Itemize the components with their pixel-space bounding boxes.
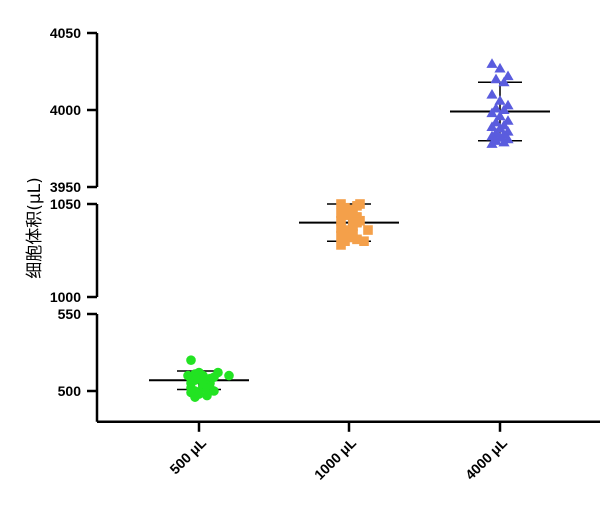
data-point [486, 107, 498, 118]
data-point [502, 70, 514, 81]
data-point [486, 89, 498, 99]
data-point [336, 240, 346, 250]
x-tick-label: 500 μL [166, 434, 209, 477]
data-point [186, 355, 196, 366]
y-tick-label: 500 [58, 383, 82, 399]
y-tick-label: 4050 [50, 25, 81, 41]
data-point [494, 110, 506, 121]
data-point [190, 392, 200, 402]
x-tick-label: 4000 μL [462, 434, 511, 483]
data-point [340, 202, 350, 213]
data-point [336, 215, 346, 226]
data-points-layer [183, 58, 514, 402]
y-tick-label: 3950 [50, 179, 81, 195]
x-tick-labels: 500 μL 1000 μL 4000 μL [166, 434, 510, 483]
data-point [224, 370, 234, 381]
data-point [494, 95, 506, 105]
y-tick-label: 4000 [50, 102, 81, 118]
data-point [486, 138, 498, 148]
data-point [486, 58, 498, 68]
data-point [498, 76, 510, 87]
y-tick-label: 1050 [50, 196, 81, 212]
data-point [494, 62, 506, 73]
data-point [336, 208, 346, 219]
y-tick-label: 1000 [50, 289, 81, 305]
data-point [498, 136, 510, 147]
x-tick-label: 1000 μL [311, 434, 360, 483]
data-point [352, 234, 362, 245]
data-point [336, 230, 346, 241]
data-point [359, 236, 369, 246]
data-point [202, 390, 212, 401]
data-point [209, 386, 219, 396]
data-point [490, 73, 502, 84]
data-point [498, 104, 510, 115]
data-point [363, 225, 373, 235]
data-point [486, 121, 498, 131]
y-axis-label: 细胞体积(μL) [25, 177, 45, 279]
data-point [348, 204, 358, 215]
y-tick-label: 550 [58, 306, 82, 322]
